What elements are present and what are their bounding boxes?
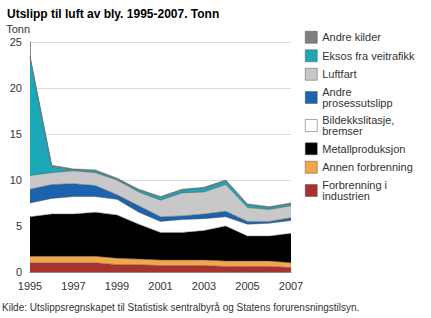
svg-text:Luftfart: Luftfart (322, 68, 356, 80)
svg-text:15: 15 (10, 128, 22, 140)
svg-text:Andre: Andre (322, 86, 355, 98)
svg-text:Andre kilder: Andre kilder (322, 31, 381, 43)
svg-text:20: 20 (10, 82, 22, 94)
svg-text:Kilde: Utslippsregnskapet til: Kilde: Utslippsregnskapet til Statistisk… (2, 302, 359, 313)
svg-text:2005: 2005 (235, 280, 259, 292)
svg-text:prosessutslipp: prosessutslipp (322, 97, 392, 109)
svg-text:0: 0 (16, 266, 22, 278)
svg-text:2001: 2001 (148, 280, 172, 292)
svg-text:industrien: industrien (322, 190, 370, 202)
svg-text:5: 5 (16, 220, 22, 232)
svg-text:2003: 2003 (192, 280, 216, 292)
svg-text:Metallproduksjon: Metallproduksjon (322, 143, 405, 155)
svg-text:Eksos fra veitrafikk: Eksos fra veitrafikk (322, 50, 415, 62)
svg-text:10: 10 (10, 174, 22, 186)
svg-text:Annen forbrenning: Annen forbrenning (322, 161, 413, 173)
svg-text:Bildekkslitasje,: Bildekkslitasje, (322, 114, 398, 126)
svg-text:Utslipp til luft av bly. 1995-: Utslipp til luft av bly. 1995-2007. Tonn (7, 7, 219, 21)
svg-text:1999: 1999 (105, 280, 129, 292)
svg-text:1995: 1995 (18, 280, 42, 292)
svg-text:bremser: bremser (322, 125, 363, 137)
svg-text:25: 25 (10, 36, 22, 48)
svg-text:Forbrenning i: Forbrenning i (322, 179, 391, 191)
svg-text:1997: 1997 (61, 280, 85, 292)
svg-text:2007: 2007 (279, 280, 303, 292)
svg-text:Tonn: Tonn (6, 23, 30, 35)
